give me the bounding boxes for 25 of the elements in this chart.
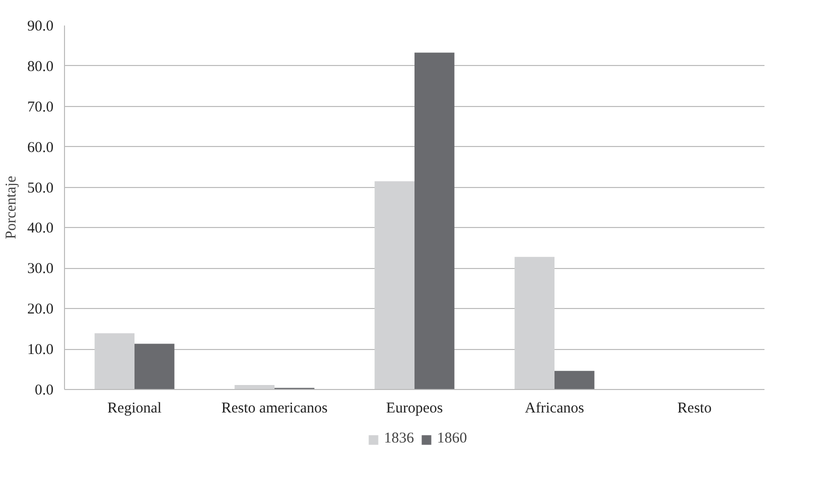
y-tick-label: 30.0	[27, 261, 54, 278]
legend-label: 1860	[437, 430, 467, 448]
y-tick-label: 40.0	[27, 220, 54, 237]
x-tick-label: Resto	[677, 400, 712, 416]
y-tick-label: 20.0	[27, 302, 54, 318]
y-tick-label: 70.0	[27, 99, 54, 116]
y-tick-label: 10.0	[27, 342, 54, 358]
bar	[514, 256, 554, 390]
bar	[414, 52, 454, 390]
bar	[234, 385, 274, 390]
x-tick-label: Regional	[107, 400, 162, 416]
x-tick-label: Africanos	[524, 400, 584, 416]
y-tick-label: 0.0	[34, 382, 54, 398]
bar	[554, 370, 594, 390]
bar	[134, 344, 174, 390]
bar	[374, 181, 414, 390]
bar	[94, 333, 134, 390]
y-tick-label: 90.0	[27, 18, 54, 34]
y-axis-title: Porcentaje	[3, 176, 20, 240]
legend-label: 1836	[384, 430, 414, 448]
y-tick-label: 80.0	[27, 58, 54, 75]
y-tick-label: 50.0	[27, 180, 54, 196]
x-tick-label: Europeos	[386, 400, 443, 416]
y-tick-label: 60.0	[27, 140, 54, 156]
x-tick-label: Resto americanos	[221, 400, 328, 416]
